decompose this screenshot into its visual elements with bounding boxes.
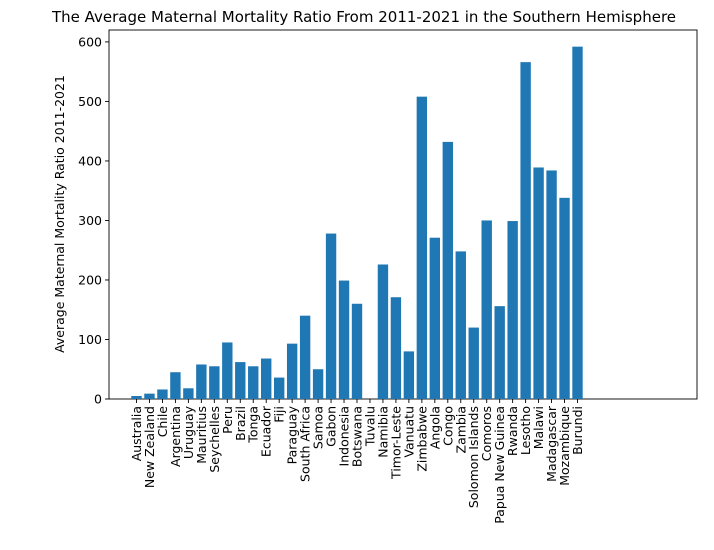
bar-indonesia [338,280,350,399]
plot-frame [108,29,698,400]
x-tick-label: Mozambique [557,406,572,486]
x-tick-label: Samoa [311,406,326,449]
bar-angola [429,237,441,399]
y-tick-label: 300 [78,213,102,228]
x-tick-label: Uruguay [181,405,196,459]
bar-solomon-islands [468,327,479,399]
x-tick-label: Rwanda [505,406,520,456]
x-tick-label: Gabon [324,406,339,447]
bar-australia [131,396,142,399]
x-tick-label: Fiji [272,406,287,423]
x-tick-label: Indonesia [337,406,352,466]
bar-namibia [377,264,389,399]
x-tick-label: Timor-Leste [388,406,403,480]
bar-lesotho [520,62,531,399]
bar-timor-leste [390,297,402,399]
bar-mozambique [559,197,570,399]
bar-congo [442,141,453,399]
bar-fiji [273,377,285,399]
x-tick-label: Peru [220,406,235,434]
y-tick-label: 200 [78,272,102,287]
x-tick-label: Burundi [570,406,585,455]
x-tick-label: Botswana [350,406,365,467]
x-tick-label: Paraguay [285,405,300,464]
bar-ecuador [261,358,272,399]
bar-comoros [481,220,492,399]
x-tick-label: Australia [129,406,144,461]
x-tick-label: Angola [427,406,442,449]
bar-zambia [455,251,466,399]
y-axis-label: Average Maternal Mortality Ratio 2011-20… [52,75,67,353]
x-tick-label: Namibia [375,406,390,458]
x-tick-label: Papua New Guinea [492,406,507,524]
x-tick-label: Zimbabwe [414,406,429,472]
x-tick-label: Argentina [168,406,183,467]
plot-area [108,29,698,400]
bar-argentina [170,372,181,399]
y-tick-label: 600 [78,34,102,49]
bar-south-africa [299,315,311,399]
bar-burundi [572,46,583,399]
x-tick-label: Vanuatu [401,406,416,458]
x-tick-label: Brazil [233,406,248,441]
x-tick-label: Ecuador [259,405,274,457]
x-tick-label: Chile [155,406,170,438]
x-tick-label: Tuvalu [362,406,377,447]
bar-madagascar [546,170,557,399]
x-tick-label: South Africa [298,406,313,482]
x-tick-label: Seychelles [207,406,222,473]
x-tick-label: Solomon Islands [466,406,481,508]
bar-zimbabwe [416,96,428,399]
bar-brazil [235,362,246,399]
y-tick-label: 100 [78,332,102,347]
bar-tonga [248,366,259,399]
y-tick-label: 0 [94,392,102,407]
chart-title: The Average Maternal Mortality Ratio Fro… [51,8,676,26]
bar-papua-new-guinea [494,306,505,399]
bar-samoa [312,369,324,399]
bar-rwanda [507,221,518,399]
bar-gabon [325,233,337,399]
bar-new-zealand [144,393,155,399]
bar-uruguay [183,388,194,399]
x-tick-label: Madagascar [544,405,559,482]
bar-vanuatu [403,351,415,399]
y-tick-label: 500 [78,94,102,109]
y-tick-label: 400 [78,153,102,168]
x-tick-label: Zambia [453,406,468,453]
bar-malawi [533,167,544,399]
bar-chile [157,389,168,399]
x-tick-label: Malawi [531,406,546,449]
bar-peru [222,342,233,399]
x-tick-label: Congo [440,406,455,446]
x-tick-label: Tonga [246,406,261,444]
bar-paraguay [286,343,298,399]
bar-seychelles [209,366,220,399]
y-axis: 0 100 200 300 400 500 600 [78,34,109,407]
bar-mauritius [196,364,207,399]
bars [131,46,583,399]
x-tick-label: Comoros [479,406,494,461]
x-tick-label: Mauritius [194,406,209,464]
x-tick-label: Lesotho [518,406,533,455]
bar-botswana [351,303,363,399]
x-tick-label: New Zealand [142,406,157,488]
